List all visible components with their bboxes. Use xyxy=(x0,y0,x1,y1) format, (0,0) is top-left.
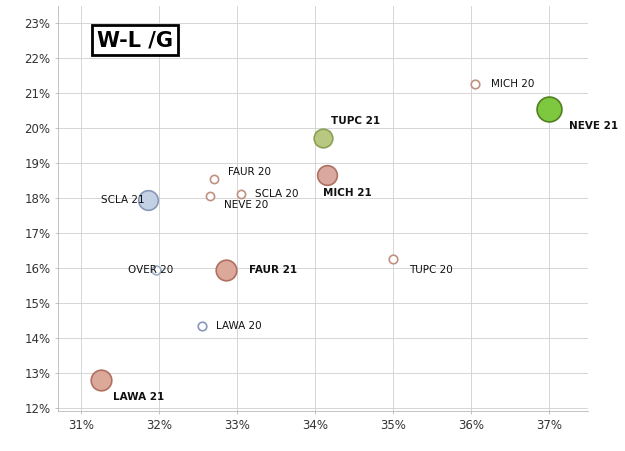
Text: LAWA 21: LAWA 21 xyxy=(112,392,164,402)
Text: NEVE 20: NEVE 20 xyxy=(224,200,268,210)
Text: MICH 20: MICH 20 xyxy=(491,79,534,89)
Text: FAUR 21: FAUR 21 xyxy=(249,265,297,275)
Point xyxy=(142,196,152,203)
Text: LAWA 20: LAWA 20 xyxy=(216,321,262,331)
Point xyxy=(96,376,106,383)
Text: SCLA 20: SCLA 20 xyxy=(255,189,299,199)
Text: SCLA 21: SCLA 21 xyxy=(101,195,144,205)
Point xyxy=(544,105,554,112)
Text: W-L /G: W-L /G xyxy=(97,30,173,50)
Text: FAUR 20: FAUR 20 xyxy=(228,167,271,177)
Text: TUPC 20: TUPC 20 xyxy=(409,265,452,275)
Text: TUPC 21: TUPC 21 xyxy=(331,116,380,126)
Point xyxy=(322,171,332,179)
Point xyxy=(388,256,398,263)
Point xyxy=(198,322,208,329)
Point xyxy=(318,135,328,142)
Point xyxy=(470,81,480,88)
Point xyxy=(151,266,161,273)
Point xyxy=(209,175,219,182)
Text: OVER 20: OVER 20 xyxy=(128,265,174,275)
Point xyxy=(221,266,231,273)
Point xyxy=(205,193,215,200)
Text: NEVE 21: NEVE 21 xyxy=(569,121,618,131)
Text: MICH 21: MICH 21 xyxy=(323,188,372,198)
Point xyxy=(236,191,246,198)
